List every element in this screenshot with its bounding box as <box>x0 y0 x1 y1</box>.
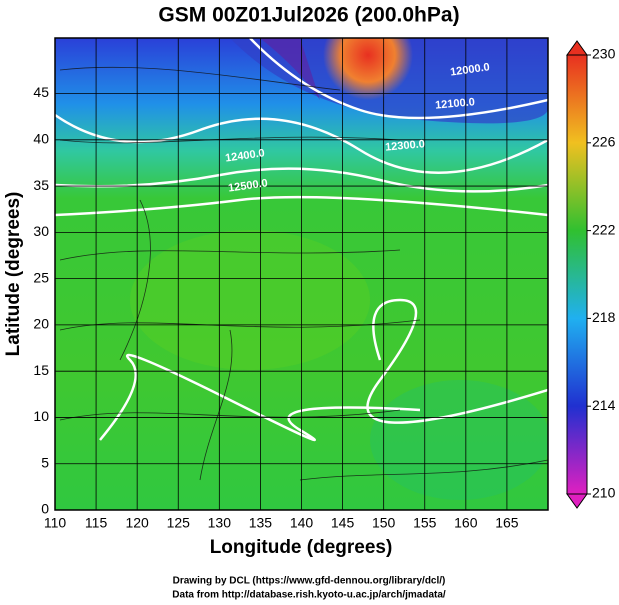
contour-label: 12500.0 <box>227 177 268 194</box>
x-tick-label: 165 <box>495 515 519 531</box>
x-tick-label: 135 <box>249 515 273 531</box>
contour-label: 12400.0 <box>224 147 265 164</box>
colorbar-tick-label: 210 <box>592 485 616 501</box>
colorbar-end <box>566 493 588 509</box>
colorbar-tick-label: 222 <box>592 221 616 237</box>
colorbar-end <box>566 40 588 56</box>
y-tick-label: 30 <box>33 223 49 239</box>
colorbar-tick-label: 214 <box>592 397 616 413</box>
y-tick-label: 5 <box>41 454 49 470</box>
x-tick-label: 155 <box>413 515 437 531</box>
x-tick-label: 140 <box>290 515 314 531</box>
colorbar-tick-label: 230 <box>592 46 616 62</box>
contour-label: 12300.0 <box>385 138 426 153</box>
x-tick-label: 120 <box>125 515 149 531</box>
credit: Data from http://database.rish.kyoto-u.a… <box>172 590 446 601</box>
contour-label: 12000.0 <box>449 61 490 78</box>
colorbar-tick-label: 226 <box>592 134 616 150</box>
chart-title: GSM 00Z01Jul2026 (200.0hPa) <box>158 4 459 27</box>
x-tick-label: 110 <box>44 515 67 531</box>
y-tick-label: 45 <box>33 84 49 100</box>
y-tick-label: 35 <box>33 177 49 193</box>
y-tick-label: 40 <box>33 131 49 147</box>
x-tick-label: 160 <box>454 515 478 531</box>
y-tick-label: 25 <box>33 269 49 285</box>
y-tick-label: 10 <box>33 408 49 424</box>
y-tick-label: 20 <box>33 316 49 332</box>
colorbar-tick-label: 218 <box>592 309 616 325</box>
x-tick-label: 145 <box>331 515 355 531</box>
x-tick-label: 130 <box>208 515 232 531</box>
x-tick-label: 125 <box>167 515 191 531</box>
plot-frame <box>54 37 549 511</box>
field <box>55 38 548 510</box>
x-axis-label: Longitude (degrees) <box>210 537 393 558</box>
y-tick-label: 0 <box>41 501 49 517</box>
y-tick-label: 15 <box>33 362 49 378</box>
y-axis-label: Latitude (degrees) <box>3 192 24 357</box>
x-tick-label: 150 <box>372 515 396 531</box>
colorbar <box>566 54 588 495</box>
x-tick-label: 115 <box>85 515 108 531</box>
grid <box>54 38 548 511</box>
credit: Drawing by DCL (https://www.gfd-dennou.o… <box>173 576 446 587</box>
contour-label: 12100.0 <box>435 96 476 111</box>
